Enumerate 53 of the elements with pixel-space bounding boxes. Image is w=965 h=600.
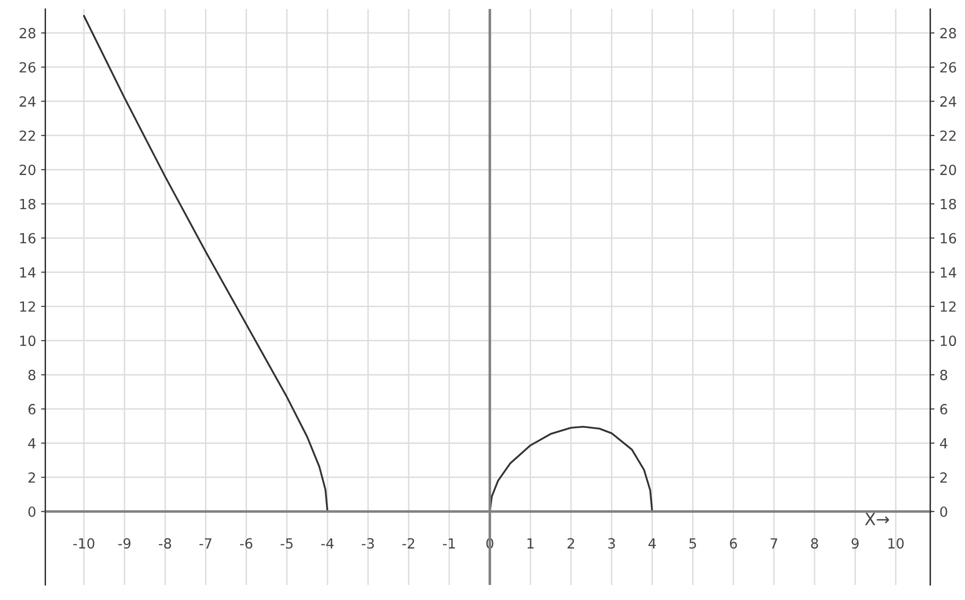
x-tick-label: -8 — [158, 538, 172, 549]
y-tick-label: 12 — [20, 301, 35, 312]
y2-tick-label: 14 — [940, 267, 956, 278]
y2-tick-label: 10 — [940, 336, 956, 346]
y-tick-label: 18 — [20, 198, 36, 210]
y-tick-label: 24 — [20, 96, 36, 107]
y2-tick-label: 2 — [940, 472, 947, 483]
x-tick-label: 4 — [648, 538, 656, 548]
y2-tick-label: 4 — [940, 438, 948, 448]
x-tick-label: -6 — [240, 538, 252, 549]
x-tick-label: 8 — [811, 538, 818, 549]
y-tick-label: 6 — [28, 404, 36, 414]
y-tick-label: 14 — [20, 267, 36, 278]
x-tick-label: -3 — [362, 538, 374, 549]
annotation: X→ — [864, 512, 890, 526]
y-tick-label: 16 — [20, 233, 36, 244]
y2-tick-label: 0 — [940, 506, 948, 517]
y-tick-label: 2 — [28, 472, 35, 483]
x-tick-label: -7 — [199, 538, 212, 548]
y2-tick-label: 26 — [940, 62, 956, 73]
y2-tick-label: 24 — [940, 96, 956, 107]
x-tick-label: -9 — [118, 538, 130, 549]
y-tick-label: 4 — [28, 438, 36, 448]
y-tick-label: 28 — [20, 28, 36, 38]
line-series — [83, 14, 328, 512]
x-tick-label: 2 — [568, 538, 574, 548]
line-series — [488, 426, 654, 512]
y2-tick-label: 18 — [940, 198, 956, 210]
y2-tick-label: 12 — [940, 301, 956, 312]
y-tick-label: 22 — [20, 130, 35, 141]
x-tick-label: -2 — [402, 538, 414, 548]
x-tick-label: 7 — [770, 538, 778, 548]
y2-tick-label: 6 — [940, 404, 948, 414]
x-tick-label: 6 — [730, 538, 737, 549]
x-tick-label: 1 — [528, 538, 534, 548]
x-tick-label: -5 — [280, 538, 293, 549]
y2-tick-label: 20 — [940, 164, 956, 176]
x-tick-label: -10 — [73, 538, 94, 549]
x-tick-label: 9 — [852, 538, 859, 549]
y-tick-label: 0 — [28, 506, 36, 517]
y-tick-label: 8 — [28, 370, 36, 380]
y-tick-label: 20 — [20, 164, 36, 176]
y-tick-label: 26 — [20, 62, 36, 73]
y2-tick-label: 22 — [940, 130, 956, 141]
x-tick-label: -1 — [443, 538, 455, 548]
x-tick-label: 10 — [888, 538, 904, 549]
y2-tick-label: 28 — [940, 28, 956, 38]
x-tick-label: 5 — [689, 538, 696, 549]
y2-tick-label: 16 — [940, 233, 956, 244]
x-tick-label: -4 — [321, 538, 334, 548]
x-tick-label: 3 — [608, 538, 615, 549]
y-tick-label: 10 — [20, 336, 36, 346]
y2-tick-label: 8 — [940, 370, 948, 380]
